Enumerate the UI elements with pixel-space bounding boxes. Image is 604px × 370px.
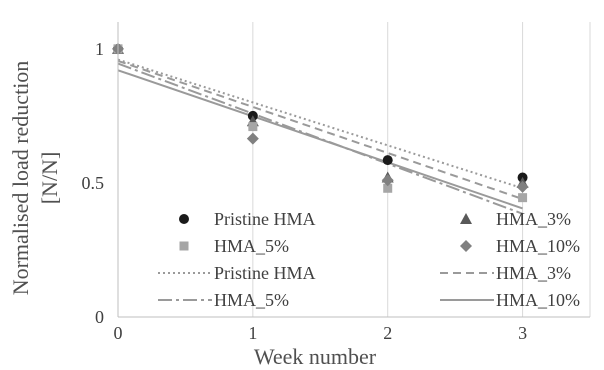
- data-points: [112, 42, 529, 203]
- legend-label: HMA_3%: [496, 263, 571, 283]
- trend-lines: [117, 58, 523, 215]
- tick-labels: 0 1 2 3 0 0.5 1: [82, 39, 528, 343]
- legend-marker: [179, 214, 189, 224]
- legend-label: Pristine HMA: [214, 263, 316, 283]
- x-tick-label: 3: [518, 323, 527, 343]
- legend-label: HMA_10%: [496, 290, 580, 310]
- data-point: [382, 155, 393, 166]
- legend-label: HMA_5%: [214, 236, 289, 256]
- data-point: [383, 183, 393, 193]
- trend-line: [117, 62, 523, 215]
- data-point: [516, 180, 529, 193]
- data-point: [246, 132, 259, 145]
- trend-line: [117, 58, 523, 190]
- data-point: [381, 174, 394, 187]
- y-tick-label: 0: [95, 307, 104, 327]
- legend-label: Pristine HMA: [214, 209, 316, 229]
- trend-line: [117, 69, 523, 210]
- y-axis-title-line-1: Normalised load reduction: [8, 61, 33, 296]
- legend: Pristine HMA HMA_3% HMA_5% HMA_10% Pristine …: [158, 209, 580, 310]
- x-axis-title: Week number: [254, 344, 377, 369]
- legend-label: HMA_10%: [496, 236, 580, 256]
- x-tick-label: 1: [248, 323, 257, 343]
- legend-label: HMA_5%: [214, 290, 289, 310]
- data-point: [248, 122, 258, 132]
- legend-label: HMA_3%: [496, 209, 571, 229]
- y-tick-label: 0.5: [82, 173, 105, 193]
- x-tick-label: 0: [114, 323, 123, 343]
- grid: [252, 22, 591, 317]
- y-tick-label: 1: [95, 39, 104, 59]
- legend-marker: [460, 240, 472, 252]
- x-tick-label: 2: [383, 323, 392, 343]
- y-axis-title-line-2: [N/N]: [37, 152, 62, 205]
- legend-marker: [179, 241, 189, 251]
- legend-marker: [460, 213, 472, 224]
- axes: [117, 22, 590, 318]
- data-point: [518, 193, 528, 203]
- trend-line: [117, 59, 523, 200]
